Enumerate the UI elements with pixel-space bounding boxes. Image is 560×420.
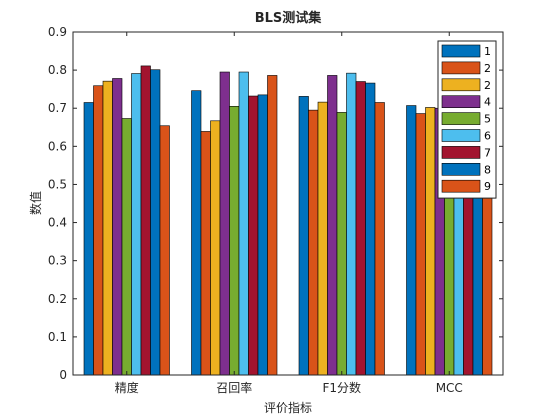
legend-label-3: 2 — [484, 79, 491, 92]
y-axis-label: 数值 — [28, 191, 43, 215]
legend-swatch-4 — [441, 95, 481, 108]
y-tick-label: 0.4 — [48, 216, 67, 230]
bar-series-7-category-3 — [355, 81, 366, 376]
x-tick-label: 召回率 — [216, 380, 252, 395]
bar-series-5-category-1 — [121, 118, 132, 376]
axes-box — [72, 31, 504, 376]
y-tick-label: 0.7 — [48, 101, 67, 115]
legend-swatch-1 — [441, 44, 481, 58]
legend-swatch-8 — [441, 163, 481, 176]
legend-label-8: 8 — [484, 163, 491, 176]
y-tick-label: 0.5 — [48, 177, 67, 191]
x-axis-label: 评价指标 — [264, 400, 312, 415]
bar-series-5-category-2 — [229, 106, 240, 376]
bar-series-2-category-2 — [200, 131, 211, 376]
legend-label-4: 4 — [484, 96, 491, 109]
legend-label-5: 5 — [484, 113, 491, 126]
bar-series-1-category-2 — [191, 90, 202, 376]
y-tick-label: 0.1 — [48, 330, 67, 344]
y-tick-label: 0.8 — [48, 63, 67, 77]
bar-series-2-category-1 — [93, 85, 104, 376]
bar-series-3-category-1 — [102, 80, 113, 376]
bar-series-9-category-2 — [267, 75, 278, 376]
legend-label-1: 1 — [484, 45, 491, 58]
legend-label-9: 9 — [484, 180, 491, 193]
bar-series-8-category-1 — [150, 69, 161, 376]
legend-swatch-9 — [441, 179, 481, 193]
bar-series-7-category-1 — [140, 65, 151, 376]
bar-series-1-category-3 — [298, 96, 309, 376]
x-tick-label: F1分数 — [322, 380, 361, 395]
bar-series-3-category-3 — [317, 101, 328, 376]
legend-swatch-2 — [441, 61, 481, 75]
bar-series-2-category-3 — [308, 109, 319, 376]
bar-series-1-category-1 — [83, 102, 94, 376]
bar-series-9-category-1 — [159, 125, 170, 376]
x-tick-label: 精度 — [115, 380, 139, 395]
bar-series-4-category-1 — [112, 78, 123, 376]
x-tick-label: MCC — [436, 381, 463, 395]
chart-title: BLS测试集 — [255, 10, 323, 26]
bar-series-6-category-1 — [131, 73, 142, 376]
legend-label-7: 7 — [484, 146, 491, 159]
legend-swatch-3 — [441, 78, 481, 92]
y-tick-label: 0 — [59, 368, 67, 382]
legend-label-6: 6 — [484, 130, 491, 143]
bar-series-8-category-3 — [365, 82, 376, 376]
bar-series-3-category-4 — [425, 107, 436, 376]
bar-series-6-category-3 — [346, 72, 357, 376]
bar-series-7-category-2 — [248, 95, 259, 376]
bar-series-6-category-2 — [238, 71, 249, 376]
legend-swatch-6 — [441, 129, 481, 142]
bar-series-9-category-3 — [374, 102, 385, 376]
bar-series-1-category-4 — [406, 105, 417, 376]
bar-series-3-category-2 — [210, 120, 221, 376]
axes-layer: 0 0.1 0.2 0.3 0.4 0.5 0.6 0.7 0.8 0.9 精度 召回率 F1分数 MCC — [48, 25, 504, 395]
y-tick-label: 0.3 — [48, 254, 67, 268]
bar-series-4-category-3 — [327, 75, 338, 376]
y-tick-label: 0.9 — [48, 25, 67, 39]
bar-series-2-category-4 — [415, 113, 426, 376]
bar-series-4-category-2 — [219, 71, 230, 376]
y-tick-label: 0.2 — [48, 292, 67, 306]
legend-swatch-5 — [441, 112, 481, 125]
bar-series-5-category-3 — [336, 112, 347, 376]
bar-series-8-category-2 — [257, 94, 268, 376]
legend-label-2: 2 — [484, 62, 491, 75]
y-tick-label: 0.6 — [48, 139, 67, 153]
legend-swatch-7 — [441, 146, 481, 159]
legend: 1 2 2 4 5 6 7 8 9 — [437, 40, 497, 199]
bars-layer — [83, 65, 493, 376]
